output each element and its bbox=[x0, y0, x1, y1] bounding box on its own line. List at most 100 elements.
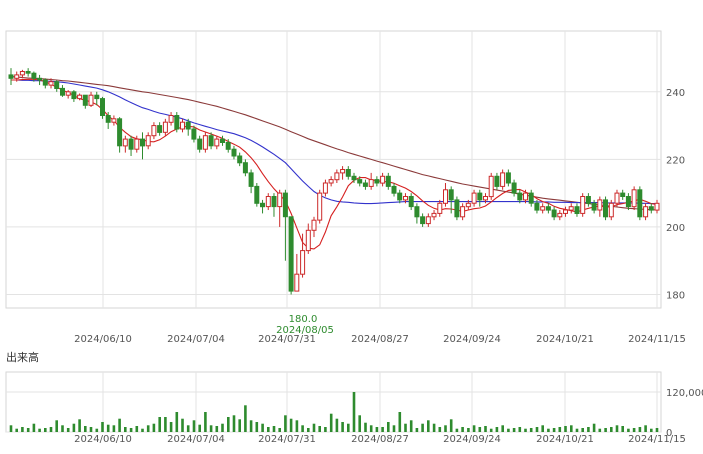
volume-bar bbox=[438, 427, 442, 432]
price-grid bbox=[6, 31, 661, 308]
volume-bar bbox=[192, 420, 196, 432]
volume-bar bbox=[72, 423, 76, 432]
candle-up bbox=[580, 196, 586, 214]
candle-down bbox=[82, 94, 88, 106]
volume-bar bbox=[484, 426, 487, 432]
candle-down bbox=[271, 196, 277, 208]
ma-mid-line bbox=[11, 79, 657, 205]
price-x-tick-label: 2024/08/27 bbox=[351, 334, 409, 345]
candle-up bbox=[568, 206, 574, 211]
volume-bar bbox=[352, 392, 356, 432]
volume-bar bbox=[518, 427, 522, 432]
candle-up bbox=[14, 74, 20, 79]
volume-bar bbox=[644, 425, 647, 432]
volume-bar bbox=[169, 422, 173, 432]
volume-bar bbox=[289, 418, 293, 432]
candle-up bbox=[328, 179, 334, 184]
volume-bar bbox=[101, 422, 104, 432]
candle-up bbox=[437, 202, 443, 214]
volume-bar bbox=[284, 415, 287, 432]
candle-down bbox=[117, 118, 123, 147]
volume-bar bbox=[164, 417, 167, 432]
candle-up bbox=[134, 138, 140, 150]
volume-bar bbox=[124, 427, 127, 432]
volume-bar bbox=[467, 428, 470, 432]
volume-bar bbox=[26, 428, 30, 432]
candle-down bbox=[528, 192, 534, 204]
candle-up bbox=[300, 250, 306, 275]
volume-bar bbox=[478, 427, 482, 432]
price-plot-frame bbox=[5, 30, 662, 309]
candle-down bbox=[603, 199, 608, 218]
volume-x-tick-label: 2024/11/15 bbox=[628, 434, 686, 445]
volume-bar bbox=[255, 422, 259, 432]
candle-down bbox=[362, 182, 368, 187]
volume-bar bbox=[175, 412, 179, 432]
volume-bar bbox=[375, 427, 379, 432]
candle-down bbox=[220, 138, 225, 144]
volume-bar bbox=[409, 420, 413, 432]
candle-up bbox=[168, 115, 174, 123]
candle-down bbox=[242, 162, 248, 174]
candle-up bbox=[265, 196, 271, 208]
candle-down bbox=[408, 196, 414, 208]
low-annotation: 180.0 2024/08/05 bbox=[276, 314, 334, 336]
volume-bar bbox=[106, 424, 110, 432]
ma-long-line bbox=[10, 76, 658, 211]
candle-up bbox=[202, 135, 208, 150]
volume-bar bbox=[129, 428, 133, 432]
volume-bar bbox=[227, 417, 230, 432]
volume-tick-label: 120,000 bbox=[666, 388, 703, 399]
candle-up bbox=[443, 189, 448, 204]
volume-bar bbox=[118, 418, 121, 432]
candle-down bbox=[254, 185, 260, 204]
candle-up bbox=[368, 179, 374, 187]
volume-bar bbox=[392, 425, 396, 432]
candle-up bbox=[311, 219, 317, 231]
volume-bar bbox=[221, 423, 224, 432]
candle-down bbox=[157, 125, 163, 133]
candle-down bbox=[357, 179, 363, 184]
volume-bar bbox=[186, 425, 190, 432]
candle-down bbox=[237, 155, 243, 164]
volume-bar bbox=[427, 420, 430, 432]
volume-bar bbox=[38, 428, 41, 432]
price-tick-label: 220 bbox=[666, 155, 685, 166]
volume-bar bbox=[604, 428, 607, 432]
volume-bar bbox=[198, 424, 201, 432]
volume-bar bbox=[249, 420, 253, 432]
volume-bar bbox=[335, 418, 339, 432]
volume-bar bbox=[587, 427, 590, 432]
price-x-tick-label: 2024/11/15 bbox=[628, 334, 686, 345]
candle-down bbox=[505, 172, 511, 184]
volume-bar bbox=[655, 428, 659, 432]
candle-down bbox=[282, 192, 288, 218]
volume-x-tick-label: 2024/07/31 bbox=[258, 434, 316, 445]
candle-up bbox=[88, 94, 94, 106]
candle-down bbox=[511, 182, 517, 194]
candle-up bbox=[597, 199, 603, 211]
volume-bar bbox=[529, 428, 533, 432]
candle-up bbox=[162, 121, 168, 133]
volume-bar bbox=[267, 427, 270, 432]
candle-up bbox=[65, 91, 71, 96]
candle-down bbox=[71, 91, 77, 100]
volume-bar bbox=[575, 428, 579, 432]
candlesticks bbox=[8, 68, 660, 295]
volume-bar bbox=[415, 428, 419, 432]
volume-x-tick-label: 2024/06/10 bbox=[74, 434, 132, 445]
volume-bar bbox=[581, 428, 584, 432]
candle-down bbox=[191, 128, 197, 140]
price-tick-label: 240 bbox=[666, 88, 685, 99]
candle-up bbox=[540, 206, 546, 211]
candle-down bbox=[31, 72, 37, 79]
price-x-tick-label: 2024/09/24 bbox=[443, 334, 501, 345]
candle-up bbox=[614, 192, 620, 204]
candle-down bbox=[494, 175, 500, 187]
candle-down bbox=[225, 142, 231, 150]
volume-bar bbox=[9, 425, 13, 432]
volume-bar bbox=[238, 419, 241, 432]
candle-up bbox=[322, 182, 328, 194]
candle-up bbox=[563, 209, 568, 214]
